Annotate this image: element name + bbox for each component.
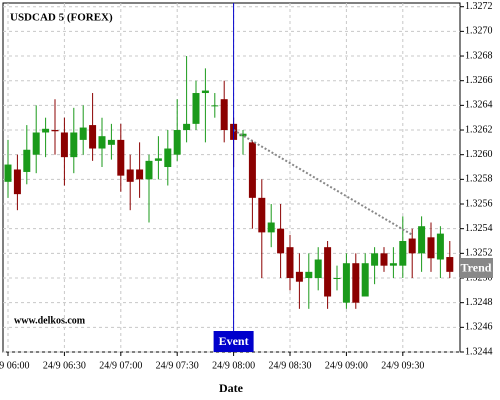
overlays: Trend Event — [213, 3, 493, 352]
candle-body — [295, 271, 303, 282]
candle-body — [352, 263, 360, 303]
candle-body — [248, 142, 256, 198]
x-tick-label: 24/9 08:30 — [268, 360, 311, 371]
candle-body — [192, 93, 200, 124]
y-tick-label: 1.3258 — [465, 174, 493, 185]
trend-label-box — [460, 258, 493, 278]
candle-body — [380, 253, 388, 266]
x-tick-label: 24/9 07:00 — [99, 360, 142, 371]
candle-body — [418, 226, 426, 254]
y-tick-label: 1.3252 — [465, 248, 493, 259]
candles — [4, 56, 454, 309]
x-tick-label: 24/9 09:00 — [325, 360, 368, 371]
candle-body — [286, 247, 294, 279]
candle-body — [32, 132, 40, 155]
candle-body — [145, 160, 153, 180]
candle-body — [126, 169, 134, 182]
event-label-box — [213, 331, 254, 352]
candle-body — [117, 139, 125, 176]
candle-body — [399, 241, 407, 266]
y-tick-label: 1.3256 — [465, 198, 493, 209]
y-tick-label: 1.3264 — [465, 100, 493, 111]
candle-body — [220, 99, 228, 131]
candle-body — [51, 130, 59, 132]
x-tick-label: 24/9 07:30 — [156, 360, 199, 371]
candle-body — [201, 90, 209, 94]
candle-body — [79, 127, 87, 140]
x-tick-label: 24/9 09:30 — [381, 360, 424, 371]
y-tick-label: 1.3248 — [465, 297, 493, 308]
chart-title: USDCAD 5 (FOREX) — [10, 12, 113, 24]
candle-body — [164, 148, 172, 168]
plot-area — [2, 2, 461, 353]
candle-body — [371, 253, 379, 266]
candle-body — [446, 257, 454, 272]
candle-body — [427, 237, 435, 259]
y-tick-label: 1.3254 — [465, 223, 493, 234]
candle-body — [173, 130, 181, 155]
candle-body — [267, 222, 275, 233]
candle-body — [314, 259, 322, 279]
y-tick-label: 1.3266 — [465, 75, 493, 86]
candle-body — [98, 136, 106, 149]
x-tick-label: 24/9 06:00 — [0, 360, 30, 371]
y-tick-label: 1.3244 — [465, 346, 493, 357]
candle-body — [89, 125, 97, 149]
candle-body — [183, 123, 191, 131]
y-tick-label: 1.3268 — [465, 50, 493, 61]
x-tick-label: 24/9 08:00 — [212, 360, 255, 371]
y-tick-label: 1.3270 — [465, 26, 493, 37]
event-label: Event — [219, 334, 249, 348]
candle-body — [361, 263, 369, 297]
candle-body — [389, 263, 397, 266]
candle-body — [408, 238, 416, 254]
candle-body — [60, 132, 68, 158]
candle-body — [324, 247, 332, 297]
candle-body — [136, 169, 144, 180]
candle-body — [70, 132, 78, 158]
candle-body — [42, 128, 50, 133]
candle-body — [13, 169, 21, 195]
candle-body — [277, 228, 285, 254]
candle-body — [23, 149, 31, 172]
x-tick-label: 24/9 06:30 — [43, 360, 86, 371]
candle-body — [107, 139, 115, 145]
candle-body — [436, 233, 444, 260]
candle-body — [333, 278, 341, 280]
candle-body — [342, 263, 350, 303]
trend-label: Trend — [461, 260, 492, 274]
candle-body — [154, 158, 162, 161]
watermark: www.delkos.com — [14, 315, 86, 326]
y-tick-label: 1.3246 — [465, 322, 493, 333]
y-tick-label: 1.3272 — [465, 1, 493, 12]
grid: 1.32441.32461.32481.32501.32521.32541.32… — [0, 1, 493, 371]
candle-body — [239, 133, 247, 137]
y-tick-label: 1.3262 — [465, 124, 493, 135]
candle-body — [211, 105, 219, 107]
y-tick-label: 1.3260 — [465, 149, 493, 160]
trend-line — [233, 129, 413, 236]
x-axis-label: Date — [219, 381, 244, 395]
candle-body — [4, 164, 12, 182]
candle-body — [305, 271, 313, 279]
candle-body — [258, 197, 266, 233]
